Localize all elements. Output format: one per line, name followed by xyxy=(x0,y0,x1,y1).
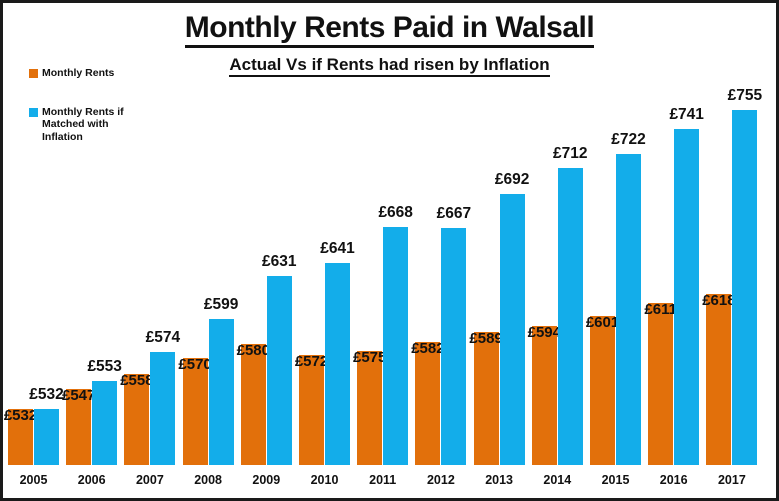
chart-title-text: Monthly Rents Paid in Walsall xyxy=(184,11,595,48)
x-axis-tick-2013: 2013 xyxy=(485,473,513,487)
x-axis-tick-2008: 2008 xyxy=(194,473,222,487)
bar-label-actual-2012: £582 xyxy=(411,339,445,357)
bar-label-inflated-2011: £668 xyxy=(378,203,413,221)
legend-swatch-inflated xyxy=(29,107,38,117)
bar-actual-2010[interactable] xyxy=(299,355,324,465)
chart-subtitle-text: Actual Vs if Rents had risen by Inflatio… xyxy=(229,55,550,77)
bar-label-inflated-2008: £599 xyxy=(203,295,239,313)
bar-inflated-2009[interactable] xyxy=(266,276,292,465)
bar-inflated-2010[interactable] xyxy=(325,262,350,465)
bar-label-actual-2009: £580 xyxy=(236,342,270,360)
bar-label-actual-2016: £611 xyxy=(644,300,677,318)
bar-actual-2013[interactable] xyxy=(473,332,499,465)
legend-label-inflated: Monthly Rents if Matched with Inflation xyxy=(42,105,124,143)
bar-inflated-2008[interactable] xyxy=(208,318,234,465)
bar-inflated-2007[interactable] xyxy=(150,352,176,465)
chart-bars-layer: £532 £532 £547 £553 £558 £574 £570 £599 £580 £631… xyxy=(3,3,776,465)
bar-inflated-2013[interactable] xyxy=(499,194,525,465)
x-axis-tick-2009: 2009 xyxy=(252,473,281,487)
bar-label-actual-2005: £532 xyxy=(3,406,38,424)
chart-legend: Monthly Rents Monthly Rents if Matched w… xyxy=(29,67,147,169)
bar-actual-2015[interactable] xyxy=(590,316,615,465)
bar-label-inflated-2010: £641 xyxy=(320,239,355,257)
chart-subtitle: Actual Vs if Rents had risen by Inflatio… xyxy=(3,55,776,77)
legend-item-monthly-rents[interactable]: Monthly Rents xyxy=(29,67,147,80)
legend-swatch-actual xyxy=(29,69,38,78)
bar-label-actual-2013: £589 xyxy=(469,330,503,348)
bar-label-actual-2007: £558 xyxy=(120,371,154,389)
bar-label-actual-2015: £601 xyxy=(585,314,620,332)
bar-inflated-2006[interactable] xyxy=(92,380,118,465)
bar-inflated-2014[interactable] xyxy=(557,167,583,465)
legend-label-actual: Monthly Rents xyxy=(42,67,115,79)
x-axis-tick-2014: 2014 xyxy=(543,473,572,487)
bar-actual-2012[interactable] xyxy=(415,341,441,465)
bar-inflated-2016[interactable] xyxy=(674,128,700,465)
chart-plot-inner: Monthly Rents Paid in Walsall Actual Vs … xyxy=(3,3,776,498)
bar-label-inflated-2017: £755 xyxy=(727,87,763,104)
bar-label-actual-2008: £570 xyxy=(178,355,212,373)
bar-label-inflated-2007: £574 xyxy=(145,329,181,347)
bar-actual-2007[interactable] xyxy=(124,373,150,465)
bar-label-inflated-2012: £667 xyxy=(436,204,472,222)
bar-label-actual-2017: £618 xyxy=(702,291,736,309)
bar-actual-2005[interactable] xyxy=(8,408,33,465)
x-axis-tick-2011: 2011 xyxy=(369,473,397,487)
bar-label-actual-2010: £572 xyxy=(294,353,329,371)
bar-inflated-2017[interactable] xyxy=(732,110,758,465)
bar-label-inflated-2005: £532 xyxy=(29,385,64,403)
bar-label-inflated-2015: £722 xyxy=(611,131,646,149)
bar-label-actual-2014: £594 xyxy=(527,323,561,341)
bar-inflated-2012[interactable] xyxy=(441,227,467,465)
chart-x-axis: 2005 2006 2007 2008 2009 2010 2011 2012 2013 2014… xyxy=(3,465,776,498)
bar-label-actual-2011: £575 xyxy=(353,349,387,367)
bar-inflated-2015[interactable] xyxy=(616,154,641,465)
x-axis-tick-2006: 2006 xyxy=(77,473,106,487)
x-axis-tick-2015: 2015 xyxy=(601,473,630,487)
chart-title: Monthly Rents Paid in Walsall xyxy=(3,11,776,48)
bar-label-inflated-2016: £741 xyxy=(669,105,704,123)
legend-item-monthly-rents-inflation[interactable]: Monthly Rents if Matched with Inflation xyxy=(29,106,147,144)
x-axis-tick-2010: 2010 xyxy=(310,473,339,487)
bar-label-inflated-2006: £553 xyxy=(87,357,122,375)
x-axis-tick-2012: 2012 xyxy=(426,473,455,487)
bar-inflated-2011[interactable] xyxy=(383,226,409,465)
bar-label-inflated-2014: £712 xyxy=(553,144,588,162)
bar-inflated-2005[interactable] xyxy=(34,408,59,465)
bar-label-inflated-2009: £631 xyxy=(262,253,297,271)
x-axis-tick-2007: 2007 xyxy=(135,473,164,487)
bar-actual-2016[interactable] xyxy=(648,302,674,465)
bar-label-inflated-2013: £692 xyxy=(494,171,530,189)
bar-actual-2008[interactable] xyxy=(182,357,208,465)
bar-actual-2011[interactable] xyxy=(357,351,383,465)
x-axis-tick-2017: 2017 xyxy=(717,473,746,487)
bar-actual-2014[interactable] xyxy=(531,325,557,465)
bar-label-actual-2006: £547 xyxy=(62,386,96,404)
bar-actual-2009[interactable] xyxy=(240,344,266,465)
x-axis-tick-2016: 2016 xyxy=(659,473,688,487)
x-axis-tick-2005: 2005 xyxy=(19,473,48,487)
bar-actual-2006[interactable] xyxy=(66,388,92,465)
bar-actual-2017[interactable] xyxy=(706,293,732,465)
